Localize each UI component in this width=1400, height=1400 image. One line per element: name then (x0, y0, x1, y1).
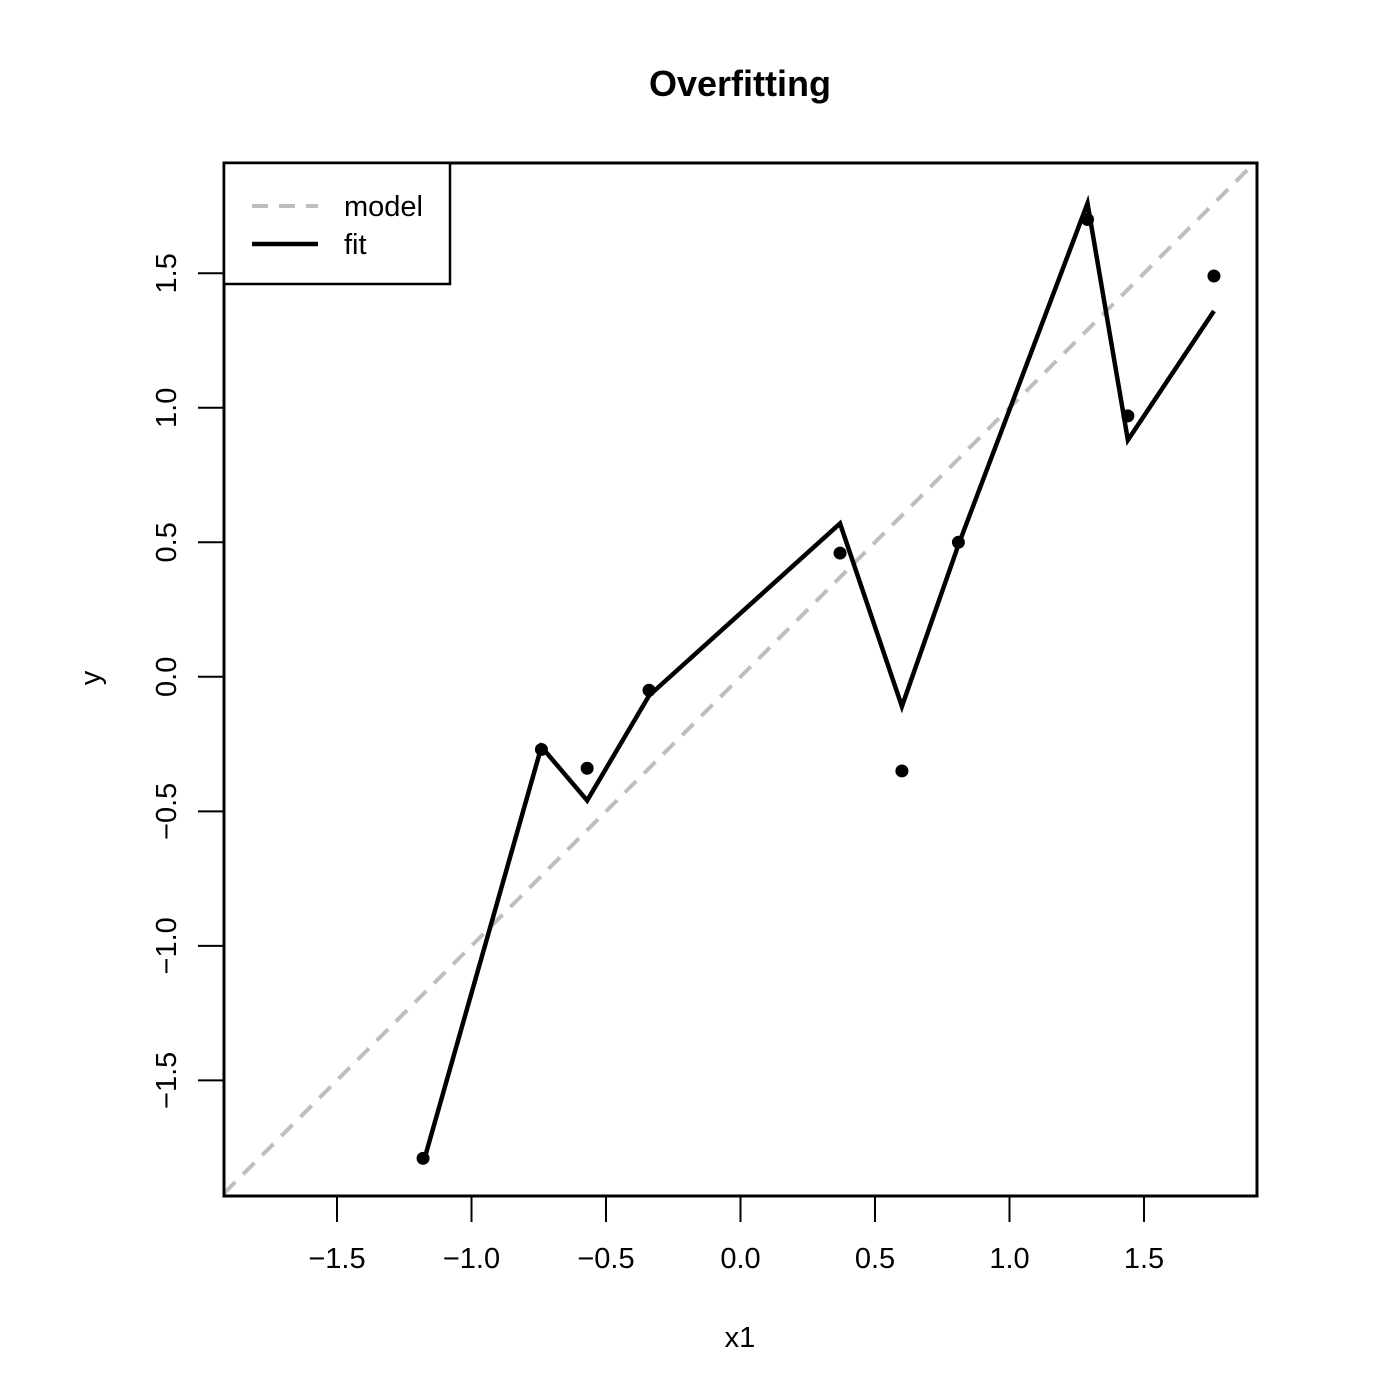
x-axis: −1.5 −1.0 −0.5 0.0 0.5 1.0 1.5 (308, 1195, 1164, 1275)
data-point (895, 764, 909, 778)
y-tick-label: −0.5 (151, 783, 183, 840)
legend: model fit (222, 161, 452, 286)
series-fit-line (420, 194, 1216, 1165)
data-point (1207, 269, 1221, 283)
y-tick-label: −1.0 (151, 917, 183, 974)
y-axis-label: y (75, 670, 107, 685)
legend-label-model: model (344, 191, 423, 223)
y-tick-label: 0.0 (151, 657, 183, 697)
data-point (833, 546, 847, 560)
x-tick-label: 1.5 (1124, 1243, 1164, 1275)
data-point (1121, 409, 1135, 423)
series-model-line (224, 163, 1257, 1195)
y-tick-label: −1.5 (151, 1052, 183, 1109)
x-tick-label: −1.5 (308, 1243, 365, 1275)
data-point (580, 761, 594, 775)
y-tick-label: 1.0 (151, 388, 183, 428)
x-tick-label: −1.0 (443, 1243, 500, 1275)
data-point (1081, 212, 1095, 226)
legend-label-fit: fit (344, 229, 367, 261)
data-point (642, 683, 656, 697)
data-point (951, 535, 965, 549)
x-tick-label: −0.5 (577, 1243, 634, 1275)
x-tick-label: 0.5 (855, 1243, 895, 1275)
x-tick-label: 0.0 (720, 1243, 760, 1275)
y-tick-label: 0.5 (151, 522, 183, 562)
data-point (416, 1151, 430, 1165)
plot-frame (222, 161, 1259, 1198)
data-point (534, 742, 548, 756)
y-tick-label: 1.5 (151, 253, 183, 293)
legend-box (222, 161, 452, 286)
x-axis-label: x1 (725, 1322, 756, 1354)
y-axis: −1.5 −1.0 −0.5 0.0 0.5 1.0 1.5 (151, 253, 225, 1109)
chart-title: Overfitting (649, 63, 831, 104)
plot-area (224, 163, 1257, 1195)
x-tick-label: 1.0 (989, 1243, 1029, 1275)
